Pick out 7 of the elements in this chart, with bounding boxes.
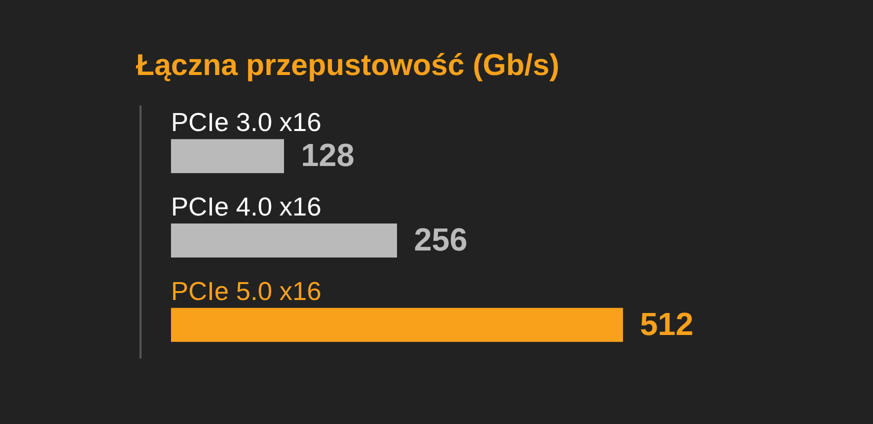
chart-title: Łączna przepustowość (Gb/s) bbox=[136, 49, 560, 82]
y-tick-label: PCIe 5.0 x16 bbox=[171, 276, 322, 306]
data-label: 256 bbox=[414, 222, 468, 258]
data-label: 128 bbox=[301, 137, 354, 174]
y-tick-label: PCIe 4.0 x16 bbox=[171, 192, 322, 222]
data-label: 512 bbox=[640, 306, 694, 342]
y-tick-label: PCIe 3.0 x16 bbox=[171, 107, 322, 138]
